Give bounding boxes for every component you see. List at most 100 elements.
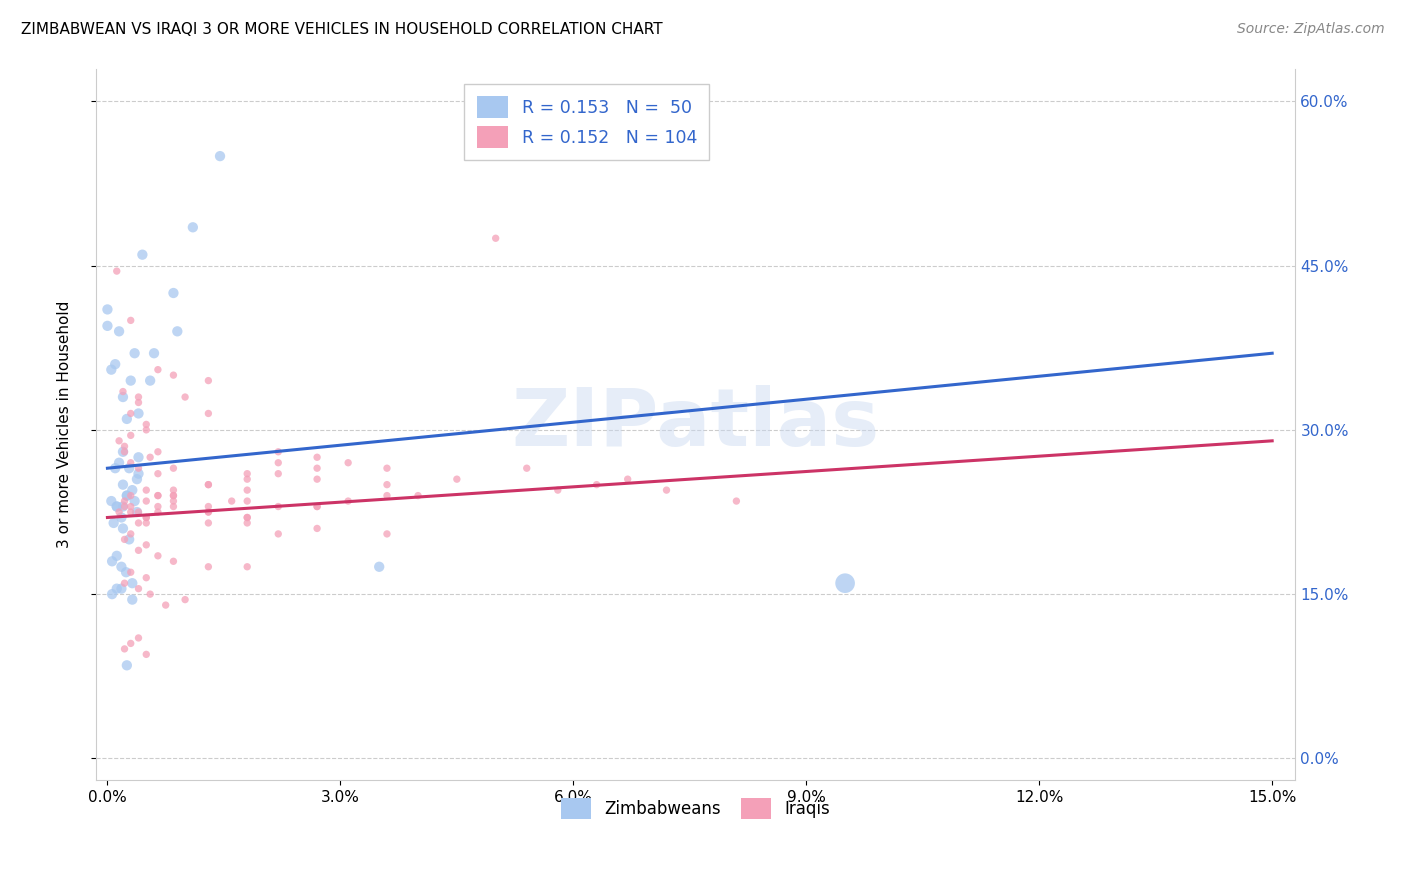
Point	[162, 489, 184, 503]
Point	[725, 494, 748, 508]
Point	[114, 641, 136, 656]
Point	[307, 461, 329, 475]
Point	[267, 444, 290, 458]
Point	[146, 489, 169, 503]
Point	[121, 483, 143, 497]
Point	[834, 576, 856, 591]
Point	[125, 472, 148, 486]
Point	[110, 582, 132, 596]
Point	[307, 500, 329, 514]
Point	[267, 500, 290, 514]
Point	[128, 631, 150, 645]
Point	[101, 587, 124, 601]
Point	[146, 500, 169, 514]
Point	[115, 489, 138, 503]
Point	[121, 592, 143, 607]
Point	[162, 368, 184, 383]
Point	[128, 516, 150, 530]
Point	[139, 587, 162, 601]
Point	[105, 500, 128, 514]
Point	[131, 248, 153, 262]
Point	[108, 505, 131, 519]
Point	[114, 444, 136, 458]
Point	[547, 483, 569, 497]
Point	[368, 559, 391, 574]
Point	[162, 554, 184, 568]
Point	[111, 390, 134, 404]
Point	[120, 566, 142, 580]
Point	[120, 505, 142, 519]
Point	[236, 467, 259, 481]
Point	[267, 467, 290, 481]
Point	[128, 467, 150, 481]
Point	[135, 571, 157, 585]
Point	[146, 362, 169, 376]
Point	[120, 527, 142, 541]
Point	[236, 516, 259, 530]
Point	[162, 285, 184, 300]
Point	[197, 374, 219, 388]
Point	[128, 461, 150, 475]
Point	[143, 346, 166, 360]
Point	[105, 582, 128, 596]
Point	[135, 423, 157, 437]
Text: Source: ZipAtlas.com: Source: ZipAtlas.com	[1237, 22, 1385, 37]
Point	[146, 549, 169, 563]
Point	[197, 407, 219, 421]
Point	[197, 559, 219, 574]
Point	[375, 489, 398, 503]
Point	[585, 477, 607, 491]
Point	[236, 510, 259, 524]
Point	[135, 417, 157, 432]
Point	[105, 264, 128, 278]
Point	[307, 521, 329, 535]
Point	[181, 220, 204, 235]
Point	[135, 516, 157, 530]
Point	[114, 576, 136, 591]
Point	[406, 489, 429, 503]
Point	[120, 428, 142, 442]
Point	[121, 576, 143, 591]
Point	[236, 483, 259, 497]
Point	[337, 494, 360, 508]
Point	[337, 456, 360, 470]
Point	[96, 318, 118, 333]
Point	[128, 407, 150, 421]
Point	[110, 559, 132, 574]
Point	[139, 374, 162, 388]
Point	[128, 450, 150, 465]
Point	[111, 444, 134, 458]
Point	[375, 461, 398, 475]
Point	[101, 554, 124, 568]
Point	[485, 231, 508, 245]
Point	[120, 407, 142, 421]
Point	[146, 444, 169, 458]
Point	[208, 149, 231, 163]
Point	[118, 461, 141, 475]
Point	[162, 494, 184, 508]
Point	[236, 559, 259, 574]
Point	[162, 483, 184, 497]
Point	[139, 450, 162, 465]
Point	[197, 500, 219, 514]
Point	[120, 636, 142, 650]
Point	[307, 500, 329, 514]
Point	[267, 527, 290, 541]
Point	[115, 566, 138, 580]
Point	[135, 494, 157, 508]
Point	[146, 505, 169, 519]
Point	[135, 483, 157, 497]
Point	[100, 362, 122, 376]
Point	[111, 384, 134, 399]
Point	[236, 494, 259, 508]
Point	[197, 516, 219, 530]
Point	[166, 324, 188, 338]
Point	[115, 658, 138, 673]
Point	[135, 648, 157, 662]
Point	[114, 439, 136, 453]
Text: ZIPatlas: ZIPatlas	[512, 385, 880, 464]
Point	[146, 467, 169, 481]
Point	[162, 489, 184, 503]
Point	[96, 302, 118, 317]
Point	[124, 346, 146, 360]
